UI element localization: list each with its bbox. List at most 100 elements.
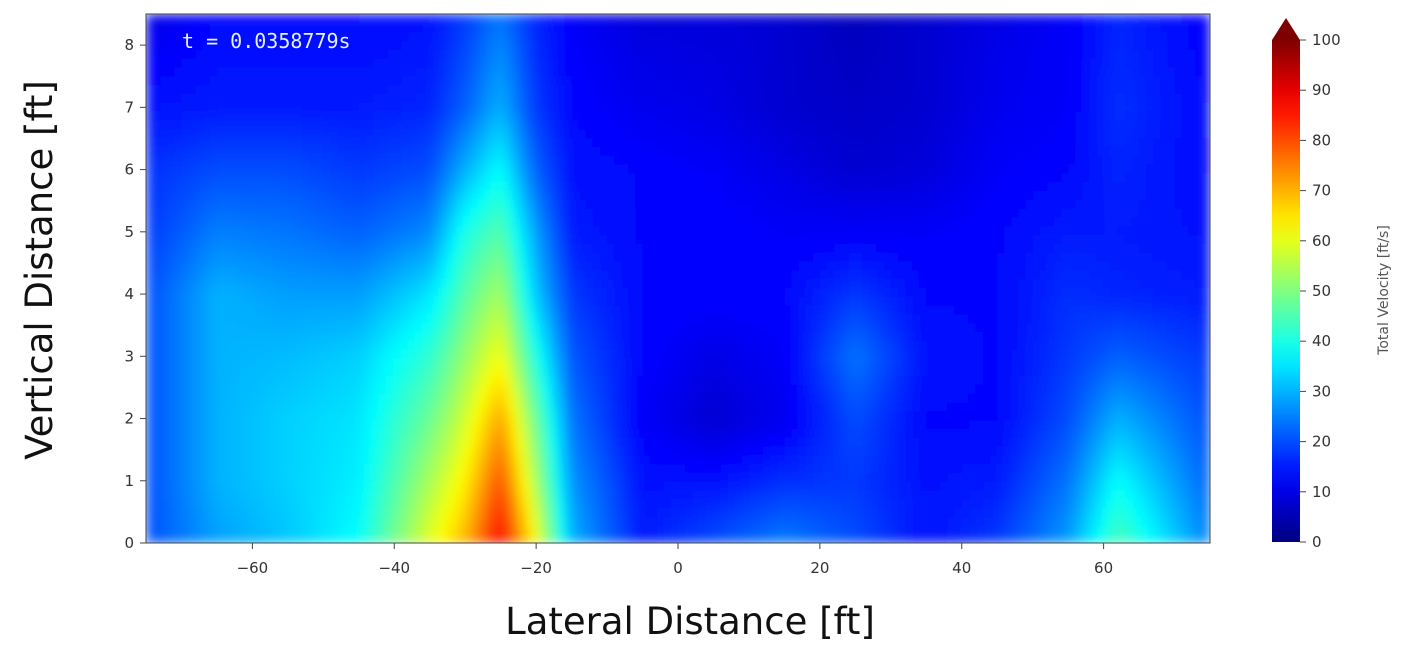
heatmap-cell [380,375,388,385]
heatmap-cell [451,446,459,456]
heatmap-cell [649,304,658,315]
heatmap-cell [578,322,587,332]
heatmap-cell [550,349,559,359]
heatmap-cell [146,437,154,447]
heatmap-cell [209,534,218,543]
heatmap-cell [231,349,239,359]
heatmap-cell [365,278,374,288]
heatmap-cell [337,490,346,500]
heatmap-cell [1018,349,1027,359]
heatmap-cell [1039,534,1048,543]
heatmap-cell [862,454,871,465]
heatmap-cell [387,366,395,377]
heatmap-cell [720,366,729,377]
heatmap-cell [1011,446,1020,456]
heatmap-cell [514,304,523,315]
heatmap-cell [720,446,729,456]
heatmap-cell [401,252,410,262]
heatmap-cell [543,498,551,509]
heatmap-cell [330,349,339,359]
heatmap-cell [181,472,190,482]
heatmap-cell [1082,269,1091,280]
heatmap-cell [699,437,707,447]
heatmap-cell [571,322,580,332]
heatmap-cell [699,463,707,474]
heatmap-cell [635,410,644,421]
heatmap-cell [507,322,516,332]
heatmap-cell [607,463,615,474]
heatmap-cell [536,454,544,465]
heatmap-cell [599,313,608,324]
heatmap-cell [741,428,750,438]
heatmap-cell [507,516,516,526]
heatmap-cell [897,322,906,332]
heatmap-cell [578,260,587,271]
heatmap-cell [458,252,466,262]
heatmap-cell [571,252,580,262]
heatmap-cell [670,366,679,377]
heatmap-cell [663,481,672,491]
heatmap-cell [500,534,509,543]
heatmap-cell [876,472,885,482]
heatmap-cell [415,287,424,297]
heatmap-cell [181,481,190,491]
heatmap-cell [1089,384,1098,394]
heatmap-cell [543,349,551,359]
heatmap-cell [216,278,225,288]
heatmap-cell [869,357,878,368]
heatmap-cell [741,410,750,421]
heatmap-cell [826,428,835,438]
heatmap-cell [1117,340,1126,350]
heatmap-cell [245,393,253,403]
heatmap-cell [365,366,374,377]
heatmap-cell [1188,375,1197,385]
heatmap-cell [358,428,367,438]
heatmap-cell [394,498,402,509]
heatmap-cell [323,366,332,377]
heatmap-cell [330,481,339,491]
heatmap-cell [855,260,864,271]
heatmap-cell [202,525,211,535]
heatmap-cell [656,498,665,509]
heatmap-cell [280,243,289,253]
heatmap-cell [422,446,431,456]
heatmap-cell [855,516,864,526]
heatmap-cell [231,428,239,438]
heatmap-cell [294,269,303,280]
heatmap-cell [1139,340,1147,350]
heatmap-cell [961,384,970,394]
heatmap-cell [670,340,679,350]
heatmap-cell [947,304,956,315]
heatmap-cell [1124,419,1133,429]
heatmap-cell [904,313,913,324]
heatmap-cell [933,304,942,315]
heatmap-cell [692,340,700,350]
heatmap-cell [720,384,729,394]
heatmap-cell [486,401,495,412]
heatmap-cell [990,428,998,438]
heatmap-cell [1124,269,1133,280]
heatmap-cell [167,331,175,341]
heatmap-cell [848,313,856,324]
heatmap-cell [1089,269,1098,280]
heatmap-cell [741,393,750,403]
heatmap-cell [209,304,218,315]
heatmap-cell [990,454,998,465]
heatmap-cell [678,322,686,332]
heatmap-cell [365,384,374,394]
heatmap-cell [408,463,417,474]
heatmap-cell [670,384,679,394]
heatmap-cell [670,419,679,429]
heatmap-cell [188,252,197,262]
heatmap-cell [1146,490,1154,500]
heatmap-cell [897,401,906,412]
heatmap-cell [1181,304,1190,315]
heatmap-cell [451,498,459,509]
heatmap-cell [436,525,445,535]
heatmap-cell [777,304,785,315]
heatmap-cell [238,296,246,306]
heatmap-cell [756,269,764,280]
heatmap-cell [1039,252,1048,262]
heatmap-cell [990,357,998,368]
heatmap-cell [280,481,289,491]
